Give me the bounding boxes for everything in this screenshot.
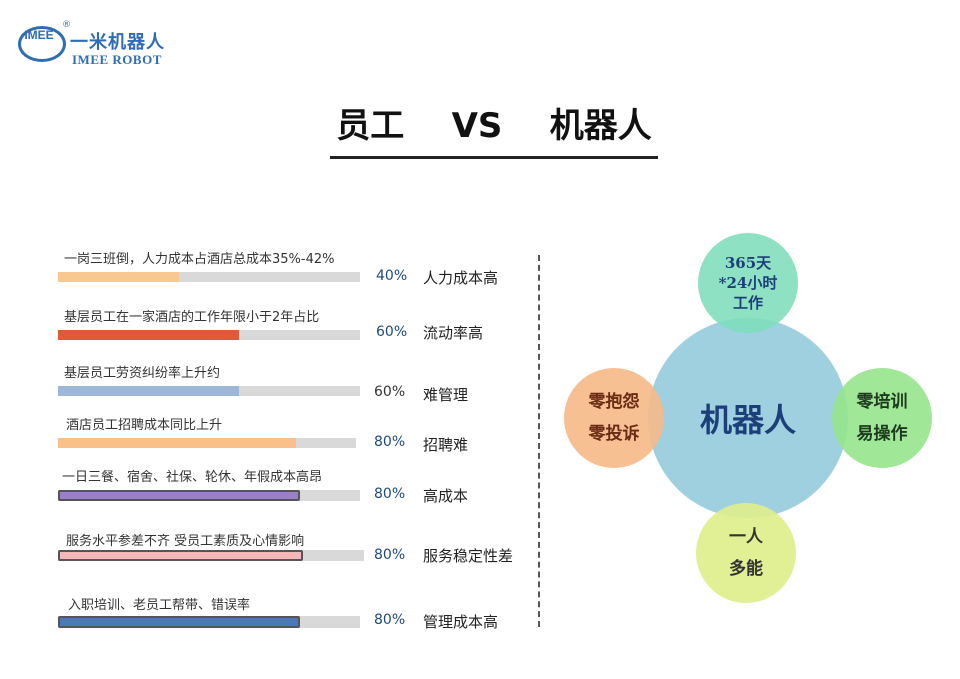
stat-percent: 80% (374, 434, 406, 450)
stat-description: 服务水平参差不齐 受员工素质及心情影响 (66, 534, 305, 549)
top-line-1: 365天 (724, 254, 772, 272)
stat-tag: 招聘难 (423, 436, 469, 454)
stat-tag: 难管理 (423, 386, 469, 404)
top-line-3: 工作 (732, 294, 763, 312)
center-circle: 机器人 (648, 318, 848, 518)
stat-description: 基层员工在一家酒店的工作年限小于2年占比 (64, 310, 320, 325)
page-title: 员工 VS 机器人 (336, 106, 652, 146)
left-line-2: 零投诉 (588, 424, 640, 444)
stat-description: 入职培训、老员工帮带、错误率 (68, 598, 251, 613)
stat-bar-track (58, 330, 360, 340)
stat-description: 酒店员工招聘成本同比上升 (66, 418, 223, 433)
stat-bar-fill (58, 386, 240, 396)
stat-percent: 80% (374, 612, 406, 628)
dashed-divider (538, 255, 540, 627)
stat-percent: 80% (374, 547, 406, 563)
stat-row: 一岗三班倒，人力成本占酒店总成本35%-42% 40% 人力成本高 (58, 248, 538, 288)
title-underline (330, 156, 658, 159)
stat-row: 基层员工劳资纠纷率上升约 60% 难管理 (58, 362, 538, 404)
logo-mark-icon (18, 26, 66, 62)
left-line-1: 零抱怨 (588, 392, 640, 412)
stat-bar-fill (58, 616, 300, 628)
stat-row: 酒店员工招聘成本同比上升 80% 招聘难 (58, 414, 538, 454)
stat-percent: 40% (376, 268, 408, 284)
right-line-2: 易操作 (856, 424, 908, 444)
right-circle: 零培训 易操作 (832, 368, 932, 468)
center-label: 机器人 (699, 401, 796, 439)
stat-tag: 流动率高 (423, 324, 484, 342)
stat-row: 基层员工在一家酒店的工作年限小于2年占比 60% 流动率高 (58, 306, 538, 346)
bottom-circle: 一人 多能 (696, 503, 796, 603)
stat-bar-track (58, 550, 364, 561)
stat-bar-track (58, 386, 360, 396)
bottom-line-2: 多能 (729, 559, 763, 579)
stat-bar-track (58, 438, 356, 448)
imee-logo: IMEE ® 一米机器人 IMEE ROBOT (18, 20, 218, 70)
stat-row: 服务水平参差不齐 受员工素质及心情影响 80% 服务稳定性差 (58, 530, 538, 570)
stat-bar-fill (58, 272, 179, 282)
logo-mark-text: IMEE (24, 28, 54, 42)
logo-english-name: IMEE ROBOT (72, 52, 162, 67)
registered-mark: ® (62, 20, 71, 30)
stat-tag: 管理成本高 (423, 613, 499, 631)
stat-tag: 高成本 (423, 487, 469, 505)
stat-row: 入职培训、老员工帮带、错误率 80% 管理成本高 (58, 594, 538, 634)
stat-description: 一日三餐、宿舍、社保、轮休、年假成本高昂 (62, 470, 323, 485)
right-line-1: 零培训 (856, 392, 908, 412)
stat-description: 基层员工劳资纠纷率上升约 (64, 366, 221, 381)
robot-benefits-diagram: 机器人 365天 *24小时 工作 零抱怨 零投诉 零培训 易操作 一人 多能 (560, 228, 940, 608)
stat-bar-track (58, 616, 360, 628)
stat-percent: 80% (374, 486, 406, 502)
left-circle: 零抱怨 零投诉 (564, 368, 664, 468)
top-line-2: *24小时 (718, 274, 778, 292)
stat-bar-fill (58, 550, 303, 561)
stat-bar-track (58, 272, 360, 282)
stat-bar-fill (58, 438, 297, 448)
stat-percent: 60% (376, 324, 408, 340)
bottom-line-1: 一人 (729, 527, 763, 547)
stat-bar-track (58, 490, 360, 501)
stat-bar-fill (58, 330, 240, 340)
stat-description: 一岗三班倒，人力成本占酒店总成本35%-42% (64, 252, 335, 267)
top-circle: 365天 *24小时 工作 (698, 233, 798, 333)
stat-percent: 60% (374, 384, 406, 400)
stat-row: 一日三餐、宿舍、社保、轮休、年假成本高昂 80% 高成本 (58, 466, 538, 506)
stat-bar-fill (58, 490, 300, 501)
stat-tag: 人力成本高 (423, 269, 499, 287)
logo-chinese-name: 一米机器人 (70, 32, 165, 53)
stat-tag: 服务稳定性差 (423, 547, 514, 565)
